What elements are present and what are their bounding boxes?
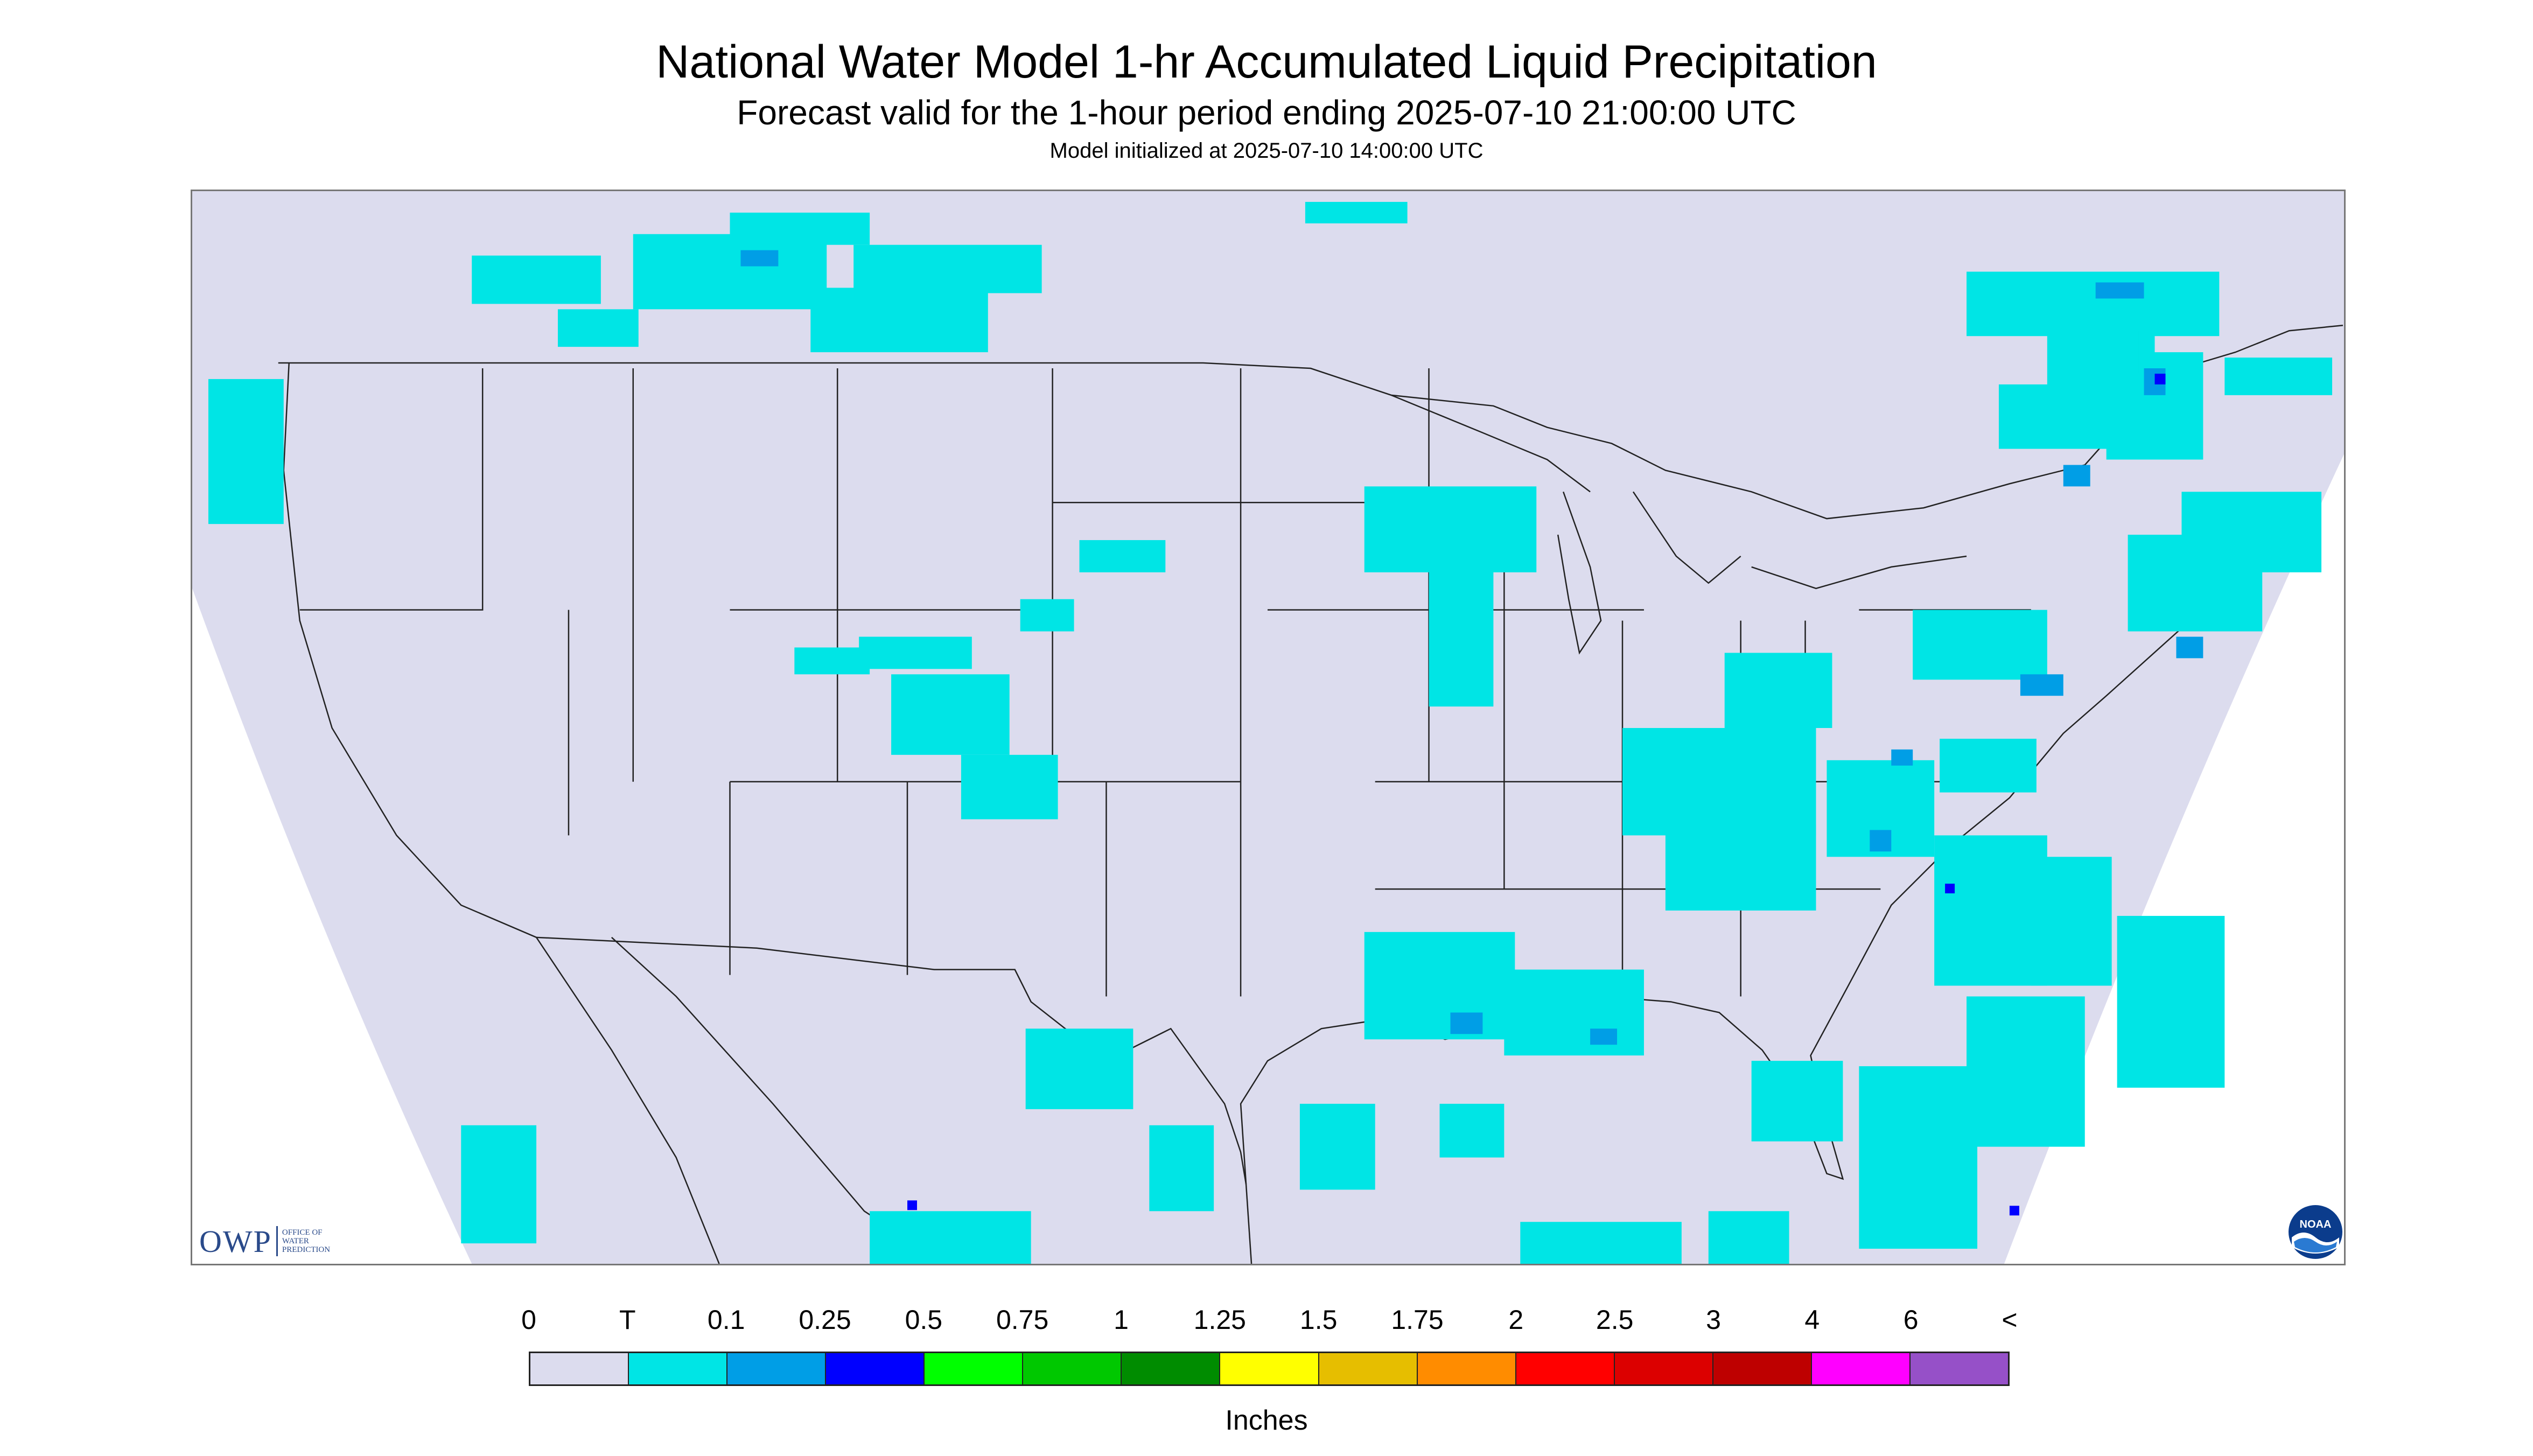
legend-units-label: Inches	[1225, 1405, 1308, 1436]
owp-logo-divider	[276, 1226, 278, 1256]
legend-tick-label: 0.5	[905, 1305, 943, 1335]
legend-tick-label: T	[619, 1305, 636, 1335]
legend-swatch	[1910, 1353, 2008, 1384]
mexico-gulf-coast	[1245, 1184, 1252, 1264]
legend-swatch	[826, 1353, 925, 1384]
owp-logo: OWP OFFICE OF WATER PREDICTION	[199, 1222, 330, 1260]
legend-swatch	[1220, 1353, 1319, 1384]
legend-tick-label: 0.25	[799, 1305, 851, 1335]
legend-tick-label: 2.5	[1596, 1305, 1634, 1335]
legend-tick-label: 0.75	[996, 1305, 1049, 1335]
precip-heavy	[907, 373, 2166, 1216]
legend-tick-label: 4	[1804, 1305, 1820, 1335]
legend-swatch	[1319, 1353, 1418, 1384]
precip-light	[208, 201, 2333, 1264]
precipitation-map	[191, 190, 2346, 1265]
noaa-logo-text: NOAA	[2300, 1219, 2332, 1230]
map-canvas	[192, 191, 2344, 1264]
legend-tick-label: 1.25	[1193, 1305, 1246, 1335]
forecast-valid-subtitle: Forecast valid for the 1-hour period end…	[737, 93, 1796, 132]
legend-swatch	[925, 1353, 1024, 1384]
legend-tick-label: <	[2002, 1305, 2018, 1335]
legend-swatch	[1614, 1353, 1713, 1384]
map-title: National Water Model 1-hr Accumulated Li…	[656, 36, 1877, 88]
noaa-logo: NOAA	[2289, 1205, 2342, 1259]
legend-swatch	[1811, 1353, 1911, 1384]
owp-logo-text: OFFICE OF WATER PREDICTION	[282, 1228, 331, 1254]
legend-swatch	[1516, 1353, 1615, 1384]
model-domain-area	[192, 191, 2344, 1264]
legend-swatch	[727, 1353, 827, 1384]
model-init-line: Model initialized at 2025-07-10 14:00:00…	[1049, 139, 1484, 163]
legend-tick-label: 2	[1508, 1305, 1524, 1335]
great-lakes	[1391, 394, 1967, 655]
color-legend-bar	[529, 1352, 2010, 1386]
legend-tick-label: 3	[1706, 1305, 1721, 1335]
legend-swatch	[530, 1353, 629, 1384]
legend-tick-label: 1	[1114, 1305, 1129, 1335]
legend-swatch	[1023, 1353, 1122, 1384]
legend-tick-label: 1.5	[1299, 1305, 1338, 1335]
legend-tick-label: 0.1	[707, 1305, 745, 1335]
precip-medium	[740, 250, 2203, 1045]
legend-tick-label: 1.75	[1391, 1305, 1444, 1335]
legend-swatch	[1417, 1353, 1516, 1384]
legend-swatch	[629, 1353, 728, 1384]
legend-swatch	[1713, 1353, 1812, 1384]
legend-tick-label: 0	[521, 1305, 536, 1335]
legend-swatch	[1122, 1353, 1221, 1384]
owp-logo-mark: OWP	[199, 1223, 272, 1259]
legend-tick-label: 6	[1903, 1305, 1919, 1335]
